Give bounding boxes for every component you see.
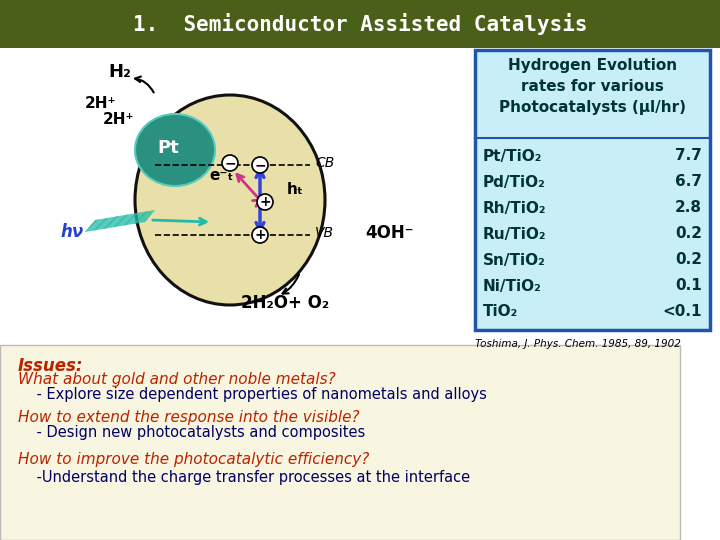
Text: 2.8: 2.8: [675, 200, 702, 215]
Text: Toshima, J. Phys. Chem. 1985, 89, 1902: Toshima, J. Phys. Chem. 1985, 89, 1902: [475, 339, 681, 349]
Circle shape: [252, 227, 268, 243]
Text: +: +: [259, 195, 271, 209]
Text: 4OH⁻: 4OH⁻: [365, 224, 413, 242]
Text: 0.1: 0.1: [675, 279, 702, 294]
Text: H₂: H₂: [109, 63, 132, 81]
Circle shape: [222, 155, 238, 171]
Text: How to improve the photocatalytic efficiency?: How to improve the photocatalytic effici…: [18, 452, 369, 467]
Text: <0.1: <0.1: [662, 305, 702, 320]
Text: - Explore size dependent properties of nanometals and alloys: - Explore size dependent properties of n…: [18, 387, 487, 402]
Text: Sn/TiO₂: Sn/TiO₂: [483, 253, 546, 267]
Text: How to extend the response into the visible?: How to extend the response into the visi…: [18, 410, 359, 425]
Text: hₜ: hₜ: [287, 183, 303, 198]
Text: +: +: [254, 228, 266, 242]
FancyBboxPatch shape: [0, 0, 720, 48]
Circle shape: [257, 194, 273, 210]
Text: Ni/TiO₂: Ni/TiO₂: [483, 279, 541, 294]
Text: hν: hν: [60, 223, 84, 241]
Text: VB: VB: [315, 226, 334, 240]
Text: 0.2: 0.2: [675, 226, 702, 241]
Text: What about gold and other noble metals?: What about gold and other noble metals?: [18, 372, 336, 387]
Text: Issues:: Issues:: [18, 357, 84, 375]
Text: Hydrogen Evolution
rates for various
Photocatalysts (μl/hr): Hydrogen Evolution rates for various Pho…: [499, 58, 686, 115]
Text: CB: CB: [315, 156, 334, 170]
Text: −: −: [254, 158, 266, 172]
Text: 1.  Semiconductor Assisted Catalysis: 1. Semiconductor Assisted Catalysis: [132, 13, 588, 35]
Text: 2H₂O+ O₂: 2H₂O+ O₂: [241, 294, 329, 312]
Circle shape: [252, 157, 268, 173]
Text: e⁻ₜ: e⁻ₜ: [210, 167, 234, 183]
FancyBboxPatch shape: [0, 345, 680, 540]
Text: - Design new photocatalysts and composites: - Design new photocatalysts and composit…: [18, 425, 365, 440]
Text: TiO₂: TiO₂: [483, 305, 518, 320]
FancyBboxPatch shape: [475, 50, 710, 330]
Text: 2H⁺: 2H⁺: [84, 96, 116, 111]
Text: −: −: [224, 156, 236, 170]
Text: 6.7: 6.7: [675, 174, 702, 190]
Text: 7.7: 7.7: [675, 148, 702, 164]
Polygon shape: [85, 210, 155, 232]
Text: Rh/TiO₂: Rh/TiO₂: [483, 200, 546, 215]
Text: 0.2: 0.2: [675, 253, 702, 267]
Text: Pd/TiO₂: Pd/TiO₂: [483, 174, 546, 190]
Ellipse shape: [135, 114, 215, 186]
Text: 2H⁺: 2H⁺: [102, 112, 134, 127]
Text: Ru/TiO₂: Ru/TiO₂: [483, 226, 546, 241]
Text: Pt: Pt: [157, 139, 179, 157]
Ellipse shape: [135, 95, 325, 305]
Text: -Understand the charge transfer processes at the interface: -Understand the charge transfer processe…: [18, 470, 470, 485]
Text: Pt/TiO₂: Pt/TiO₂: [483, 148, 542, 164]
